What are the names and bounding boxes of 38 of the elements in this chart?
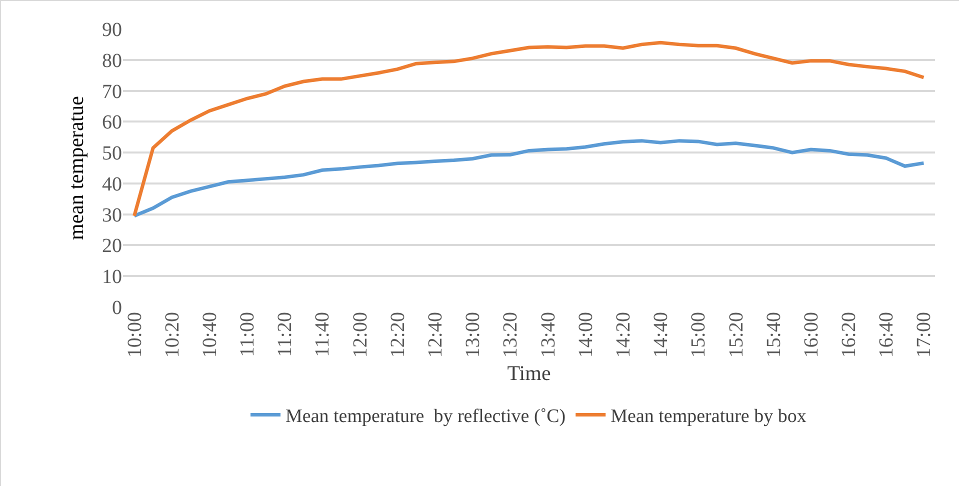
x-tick-label: 16:40 xyxy=(876,312,898,358)
x-tick-label: 13:40 xyxy=(537,312,560,358)
x-tick-label: 14:40 xyxy=(650,312,672,358)
x-tick-label: 13:00 xyxy=(462,312,484,358)
x-tick-label: 15:00 xyxy=(688,312,710,358)
legend-label: Mean temperature by reflective (˚C) xyxy=(286,406,566,428)
y-tick-label: 10 xyxy=(102,266,122,288)
x-tick-label: 12:00 xyxy=(349,312,372,358)
x-tick-label: 10:40 xyxy=(198,312,221,358)
x-tick-label: 11:20 xyxy=(274,312,296,357)
x-tick-label: 15:40 xyxy=(762,312,785,358)
x-tick-label: 14:00 xyxy=(574,312,597,358)
x-tick-label: 12:20 xyxy=(386,312,409,358)
x-tick-label: 13:20 xyxy=(500,312,522,358)
x-tick-label: 16:20 xyxy=(838,312,860,358)
y-tick-label: 70 xyxy=(102,80,122,103)
y-tick-label: 50 xyxy=(102,142,122,165)
x-tick-label: 15:20 xyxy=(725,312,748,358)
y-tick-label: 0 xyxy=(112,297,122,319)
y-tick-label: 80 xyxy=(102,50,122,72)
x-tick-label: 12:40 xyxy=(424,312,447,358)
y-tick-label: 20 xyxy=(102,235,122,258)
x-tick-label: 16:00 xyxy=(800,312,822,358)
y-tick-label: 90 xyxy=(102,19,122,41)
line-series xyxy=(132,139,926,218)
x-tick-label: 10:20 xyxy=(161,312,184,358)
y-axis-title: mean temperatue xyxy=(64,96,88,240)
x-axis-title: Time xyxy=(507,360,551,385)
y-tick-label: 30 xyxy=(102,204,122,226)
legend-label: Mean temperature by box xyxy=(610,406,807,428)
x-tick-label: 11:00 xyxy=(236,312,259,357)
x-tick-label: 11:40 xyxy=(312,312,334,357)
line-series xyxy=(132,40,926,218)
y-tick-label: 60 xyxy=(102,112,122,134)
x-tick-label: 17:00 xyxy=(913,312,936,358)
x-tick-label: 14:20 xyxy=(612,312,634,358)
y-tick-label: 40 xyxy=(102,173,122,196)
x-tick-label: 10:00 xyxy=(124,312,146,358)
